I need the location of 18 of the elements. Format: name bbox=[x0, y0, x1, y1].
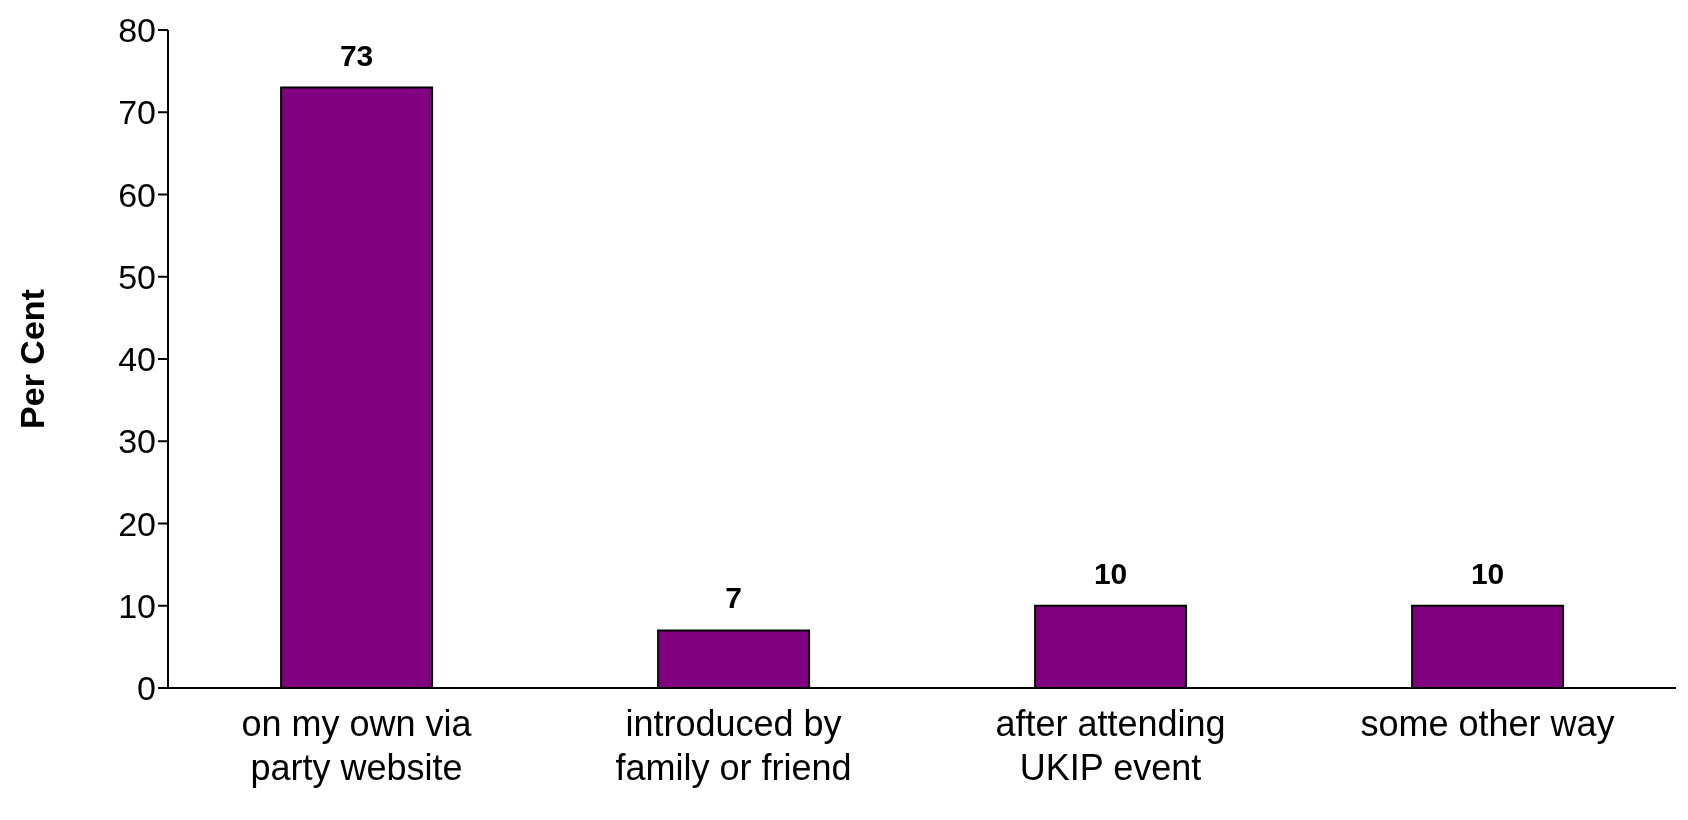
x-tick-label: on my own via party website bbox=[241, 703, 473, 788]
y-axis-title: Per Cent bbox=[13, 289, 52, 429]
data-label: 10 bbox=[1093, 556, 1128, 590]
data-label: 10 bbox=[1470, 556, 1505, 590]
data-label: 7 bbox=[725, 581, 742, 615]
y-tick-label: 40 bbox=[118, 340, 156, 379]
y-tick-label: 50 bbox=[118, 257, 156, 296]
y-tick-label: 20 bbox=[118, 504, 156, 543]
y-tick-label: 30 bbox=[118, 422, 156, 461]
y-tick-label: 10 bbox=[118, 586, 156, 625]
data-label: 73 bbox=[339, 38, 374, 72]
x-tick-label: introduced by family or friend bbox=[615, 703, 852, 788]
y-tick-label: 80 bbox=[118, 11, 156, 50]
y-tick-label: 0 bbox=[137, 669, 156, 708]
x-tick-label: some other way bbox=[1360, 703, 1615, 744]
y-tick-label: 60 bbox=[118, 175, 156, 214]
x-tick-label: after attending UKIP event bbox=[995, 703, 1226, 788]
y-tick-label: 70 bbox=[118, 93, 156, 132]
